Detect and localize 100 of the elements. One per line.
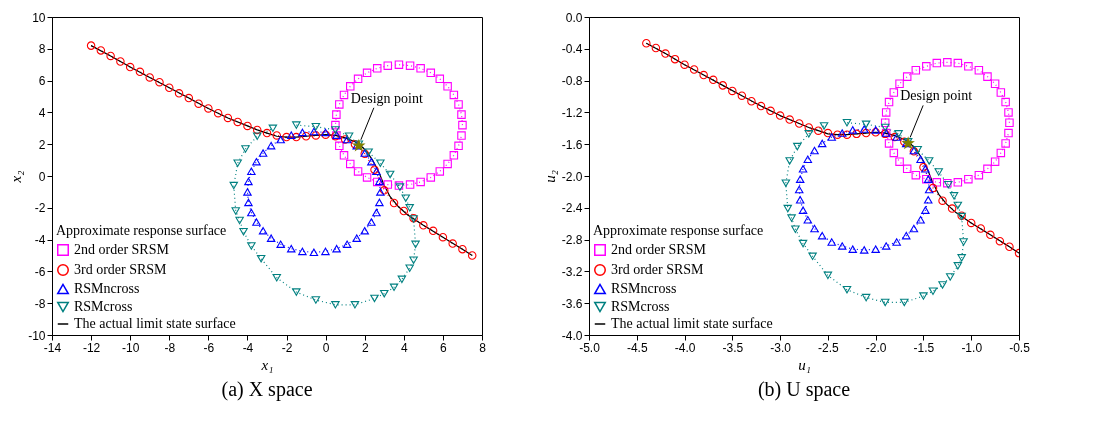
x-tick-label: -12 <box>82 340 101 355</box>
point <box>953 58 963 68</box>
point <box>367 218 376 226</box>
point <box>808 252 817 261</box>
point <box>223 113 233 123</box>
point <box>252 132 262 141</box>
point <box>352 234 361 242</box>
point <box>362 173 372 182</box>
point <box>405 264 414 272</box>
point <box>924 185 934 194</box>
point <box>184 93 194 103</box>
y-tick-label: 10 <box>32 10 46 25</box>
point <box>928 183 938 193</box>
point <box>262 128 272 138</box>
x-axis-title: x₁ <box>260 356 274 373</box>
point <box>804 130 814 138</box>
point <box>881 108 891 117</box>
x-tick-label: -3.5 <box>722 340 744 355</box>
point <box>953 262 963 270</box>
point <box>798 206 808 214</box>
point <box>244 177 253 186</box>
point <box>258 149 268 157</box>
point <box>458 244 467 254</box>
point <box>311 131 321 140</box>
y-tick-label: -2.8 <box>561 233 583 248</box>
x-tick-label: -3.0 <box>770 340 792 355</box>
point <box>243 121 252 131</box>
annotation: Design point <box>900 88 973 104</box>
point <box>848 126 857 134</box>
point <box>880 118 890 127</box>
point <box>783 204 793 213</box>
y-tick-label: 6 <box>38 74 46 89</box>
point <box>394 60 404 69</box>
point <box>457 110 466 119</box>
point <box>397 275 407 284</box>
point <box>380 289 389 298</box>
point <box>174 89 184 98</box>
point <box>332 244 341 253</box>
point <box>350 301 360 309</box>
y-tick-label: -2.0 <box>561 169 583 184</box>
point <box>86 41 96 50</box>
point <box>900 298 909 307</box>
point <box>342 240 352 248</box>
point <box>913 146 922 154</box>
point <box>252 157 261 166</box>
y-tick-label: -0.8 <box>561 74 583 89</box>
point <box>376 159 385 168</box>
point <box>243 188 252 196</box>
point <box>389 283 399 292</box>
point <box>814 126 823 135</box>
point <box>983 164 992 174</box>
point <box>272 131 282 140</box>
point <box>922 62 931 71</box>
y-tick-label: -3.6 <box>561 296 583 311</box>
point <box>331 120 340 130</box>
point <box>309 127 319 136</box>
point <box>335 100 344 109</box>
point <box>339 90 349 100</box>
x-tick-label: -4.0 <box>674 340 696 355</box>
legend-label: RSMncross <box>611 281 677 296</box>
point <box>233 117 242 127</box>
point <box>964 62 973 71</box>
point <box>331 301 340 309</box>
point <box>353 167 363 176</box>
point <box>766 106 775 116</box>
point <box>884 139 894 148</box>
point <box>411 240 420 249</box>
point <box>204 104 213 113</box>
point <box>155 77 164 87</box>
point <box>301 132 311 141</box>
legend-label: 3rd order SRSM <box>611 262 705 277</box>
point <box>737 91 747 100</box>
point <box>292 288 301 296</box>
point <box>909 224 919 233</box>
point <box>924 157 934 165</box>
point <box>367 157 376 166</box>
point <box>449 90 459 100</box>
point <box>791 225 800 234</box>
point <box>785 115 794 124</box>
point <box>848 245 857 253</box>
point <box>380 186 389 195</box>
point <box>785 157 794 165</box>
point <box>916 155 925 164</box>
point <box>803 215 813 224</box>
point <box>346 159 355 169</box>
x-tick-label: 2 <box>361 340 369 355</box>
point <box>332 110 341 119</box>
point <box>1001 97 1010 107</box>
y-tick-label: -1.6 <box>561 137 583 152</box>
point <box>938 281 947 289</box>
point <box>708 75 718 85</box>
point <box>364 148 373 156</box>
point <box>116 57 125 66</box>
x-tick-label: -2 <box>281 340 293 355</box>
point <box>457 131 466 140</box>
point <box>241 145 250 153</box>
point <box>934 168 943 176</box>
point <box>880 123 890 132</box>
point <box>932 58 942 68</box>
point <box>401 194 411 203</box>
